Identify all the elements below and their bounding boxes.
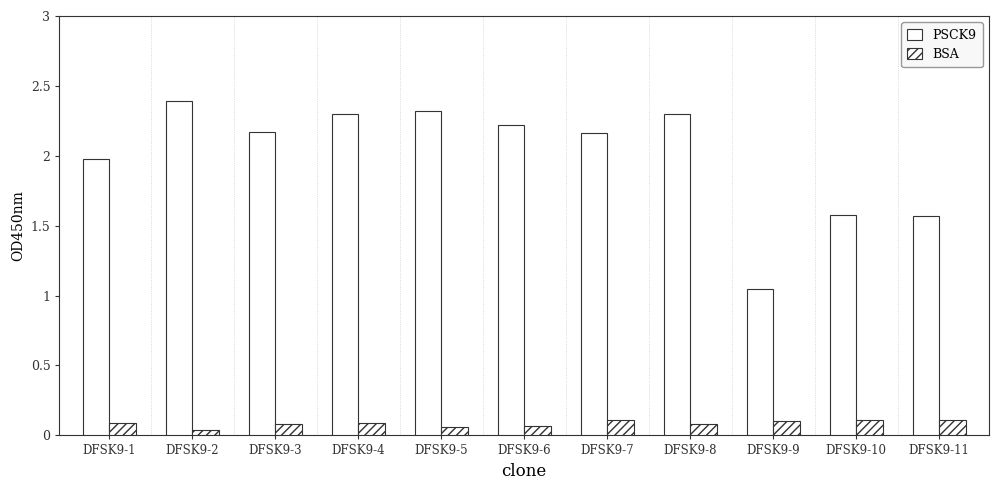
Bar — [690, 424, 717, 436]
Bar — [109, 423, 136, 436]
Bar — [275, 424, 302, 436]
Bar — [664, 114, 690, 436]
Bar — [913, 216, 939, 436]
Bar — [498, 125, 524, 436]
Bar — [524, 426, 551, 436]
Bar — [581, 134, 607, 436]
Bar — [249, 132, 275, 436]
Bar — [856, 420, 883, 436]
Bar — [358, 423, 385, 436]
Bar — [773, 421, 800, 436]
Bar — [192, 430, 219, 436]
Bar — [607, 420, 634, 436]
Bar — [939, 420, 966, 436]
X-axis label: clone: clone — [502, 463, 547, 480]
Bar — [332, 114, 358, 436]
Y-axis label: OD450nm: OD450nm — [11, 191, 25, 261]
Bar — [415, 111, 441, 436]
Bar — [441, 427, 468, 436]
Legend: PSCK9, BSA: PSCK9, BSA — [901, 23, 983, 67]
Bar — [830, 215, 856, 436]
Bar — [747, 289, 773, 436]
Bar — [166, 101, 192, 436]
Bar — [83, 159, 109, 436]
